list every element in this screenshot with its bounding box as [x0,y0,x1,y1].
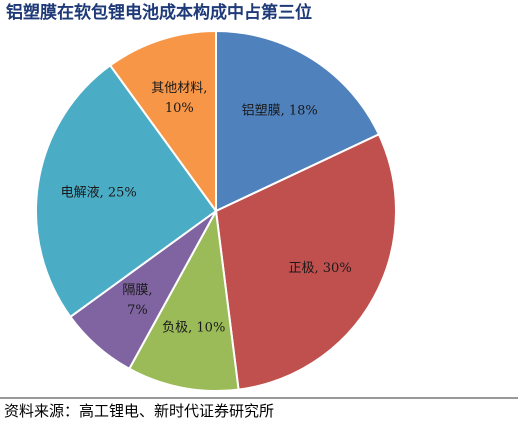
pie-slice [108,29,217,215]
data-label: 其他材料, 10% [151,81,207,116]
data-label: 电解液, 25% [61,185,137,200]
pie-slice [35,63,218,319]
data-label: 负极, 10% [162,320,225,335]
pie-slice [214,133,397,391]
source-note: 资料来源：高工锂电、新时代证券研究所 [4,402,274,420]
pie: 铝塑膜, 18% 正极, 30% 负极, 10% 隔膜, 7% 电解液, 25% 其他材料,… [35,29,397,392]
chart-title: 铝塑膜在软包锂电池成本构成中占第三位 [6,2,312,23]
pie-slice [215,29,381,213]
data-label: 正极, 30% [289,261,352,276]
data-label: 隔膜, 7% [122,283,152,318]
pie-slice [127,207,240,392]
data-label: 铝塑膜, 18% [242,103,318,118]
